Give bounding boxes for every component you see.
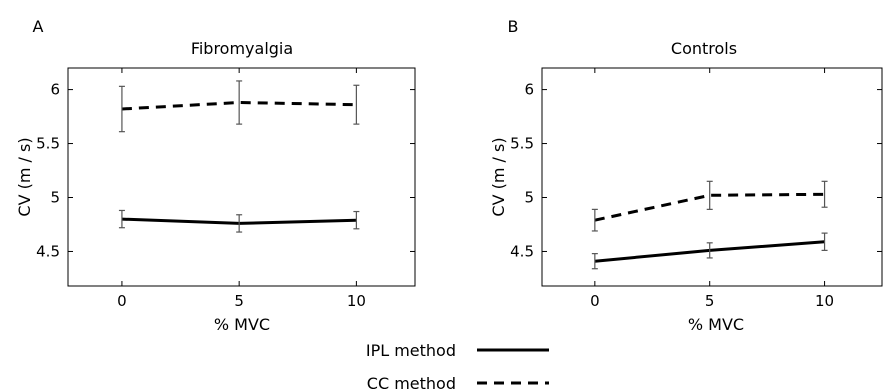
series-line-cc-method	[594, 192, 825, 222]
y-axis-label: CV (m / s)	[489, 137, 508, 216]
x-tick-label: 5	[705, 292, 715, 310]
chart-title: Controls	[671, 39, 737, 58]
y-tick-label: 4.5	[36, 242, 60, 260]
x-axis-label: % MVC	[688, 315, 744, 334]
panel-a: 0 5 10 4.5 5 5.5 6 A Fibromyalgia % MVC CV (m / s)	[15, 17, 416, 334]
legend: IPL method CC method	[366, 341, 549, 392]
chart-title: Fibromyalgia	[191, 39, 293, 58]
y-tick-label: 6	[50, 81, 60, 99]
plot-frame	[541, 67, 883, 287]
y-tick-label: 4.5	[510, 242, 534, 260]
panel-b: 0 5 10 4.5 5 5.5 6 B Controls % MVC CV (m / s)	[489, 17, 883, 334]
x-tick-label: 0	[590, 292, 600, 310]
x-axis-label: % MVC	[214, 315, 270, 334]
legend-label: IPL method	[366, 341, 456, 360]
series-line-cc-method	[121, 100, 357, 111]
y-tick-label: 5	[524, 189, 534, 207]
x-tick-label: 5	[234, 292, 244, 310]
x-tick-label: 10	[815, 292, 834, 310]
panel-label: A	[33, 17, 44, 36]
y-tick-label: 5	[50, 189, 60, 207]
y-tick-label: 6	[524, 81, 534, 99]
x-tick-label: 10	[347, 292, 366, 310]
y-tick-label: 5.5	[510, 135, 534, 153]
y-tick-label: 5.5	[36, 135, 60, 153]
x-tick-label: 0	[117, 292, 127, 310]
y-axis-label: CV (m / s)	[15, 137, 34, 216]
legend-label: CC method	[367, 374, 456, 392]
plot-frame	[67, 67, 416, 287]
panel-label: B	[508, 17, 519, 36]
